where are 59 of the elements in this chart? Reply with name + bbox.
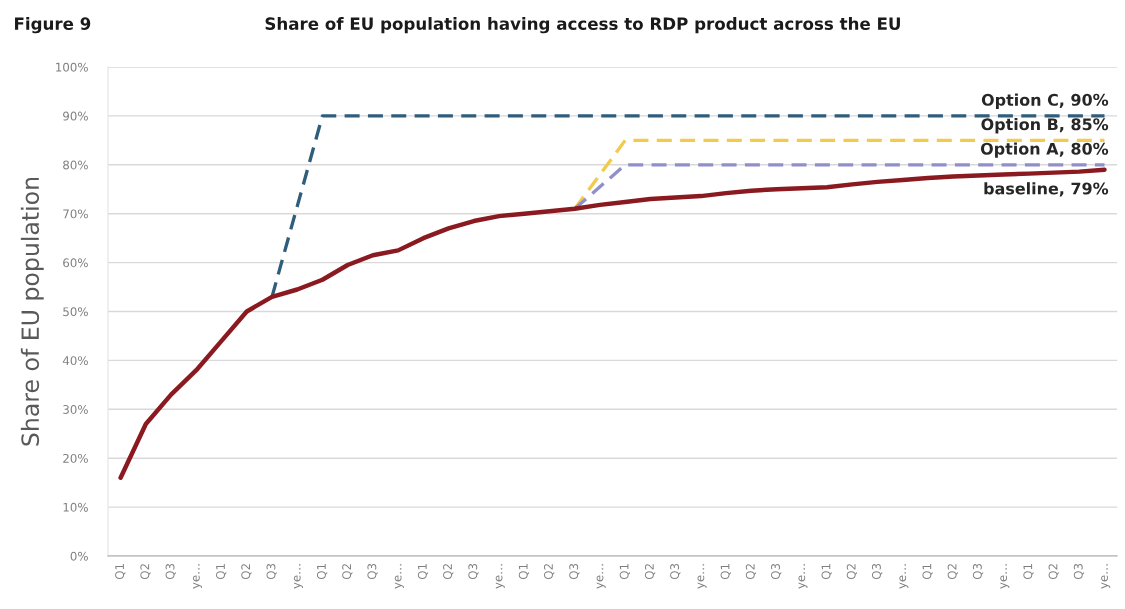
x-tick-label: Q3 bbox=[367, 563, 378, 580]
y-tick-label: 50% bbox=[63, 307, 88, 317]
x-tick-label: Q1 bbox=[115, 564, 126, 580]
x-tick-label: Q1 bbox=[922, 564, 933, 580]
x-tick-label: Q2 bbox=[140, 564, 151, 580]
line-series bbox=[118, 167, 1107, 480]
x-tick-label: ye… bbox=[798, 564, 808, 589]
x-tick-label: Q1 bbox=[821, 564, 832, 580]
x-tick-label: Q2 bbox=[846, 564, 858, 580]
x-tick-label: Q3 bbox=[165, 563, 176, 580]
chart-title: Share of EU population having access to RDP product across the EU bbox=[265, 17, 900, 34]
x-tick-label: Q1 bbox=[1023, 564, 1034, 580]
x-tick-label: Q1 bbox=[216, 564, 227, 580]
y-tick-label: 10% bbox=[63, 502, 88, 512]
x-tick-label: Q1 bbox=[720, 564, 731, 580]
x-tick-label: ye… bbox=[495, 564, 505, 589]
x-tick-label: Q3 bbox=[468, 563, 479, 580]
y-tick-label: 70% bbox=[63, 209, 88, 219]
x-tick-label: Q3 bbox=[670, 563, 681, 580]
caption: Figure 9 bbox=[15, 17, 91, 34]
x-tick-label: Q2 bbox=[644, 564, 656, 580]
x-tick-label: Q1 bbox=[518, 564, 530, 580]
data-label: Option B, 85% bbox=[981, 117, 1109, 134]
y-tick-label: 80% bbox=[63, 160, 88, 170]
x-tick-label: ye… bbox=[697, 564, 707, 589]
x-tick-label: Q3 bbox=[266, 563, 277, 580]
x-tick-label: ye… bbox=[1101, 564, 1111, 589]
x-tick-label: Q3 bbox=[871, 563, 883, 580]
x-tick-label: Q2 bbox=[745, 564, 757, 580]
y-tick-label: 90% bbox=[63, 111, 88, 121]
x-tick-label: Q1 bbox=[619, 564, 630, 580]
x-tick-label: Q2 bbox=[543, 564, 555, 580]
y-tick-label: 0% bbox=[70, 551, 88, 561]
data-label: Option A, 80% bbox=[980, 142, 1109, 158]
data-label: baseline, 79% bbox=[984, 182, 1109, 197]
y-tick-label: 20% bbox=[63, 453, 88, 463]
x-tick-label: Q2 bbox=[443, 564, 454, 580]
data-label: Option C, 90% bbox=[981, 93, 1109, 109]
x-tick-label: ye… bbox=[293, 564, 303, 589]
x-tick-label: Q3 bbox=[569, 563, 580, 580]
x-tick-label: Q2 bbox=[947, 564, 958, 580]
y-tick-label: 60% bbox=[63, 258, 88, 268]
x-tick-label: Q2 bbox=[1048, 564, 1059, 580]
x-tick-label: Q3 bbox=[972, 563, 984, 580]
x-tick-label: Q3 bbox=[771, 563, 782, 580]
x-tick-label: Q2 bbox=[342, 564, 353, 580]
x-tick-label: ye… bbox=[394, 564, 404, 589]
y-tick-label: 100% bbox=[56, 62, 88, 72]
y-tick-label: 40% bbox=[62, 356, 88, 366]
y-axis-title: Share of EU population bbox=[20, 177, 44, 446]
x-tick-label: ye… bbox=[596, 564, 606, 589]
y-tick-label: 30% bbox=[63, 405, 88, 414]
x-tick-label: ye… bbox=[1000, 564, 1010, 589]
x-tick-label: ye… bbox=[192, 564, 203, 589]
x-tick-label: Q1 bbox=[316, 564, 328, 580]
x-tick-label: Q1 bbox=[417, 564, 429, 580]
x-tick-label: Q2 bbox=[241, 564, 252, 580]
x-tick-label: Q3 bbox=[1073, 563, 1085, 580]
x-tick-label: ye… bbox=[899, 564, 909, 589]
